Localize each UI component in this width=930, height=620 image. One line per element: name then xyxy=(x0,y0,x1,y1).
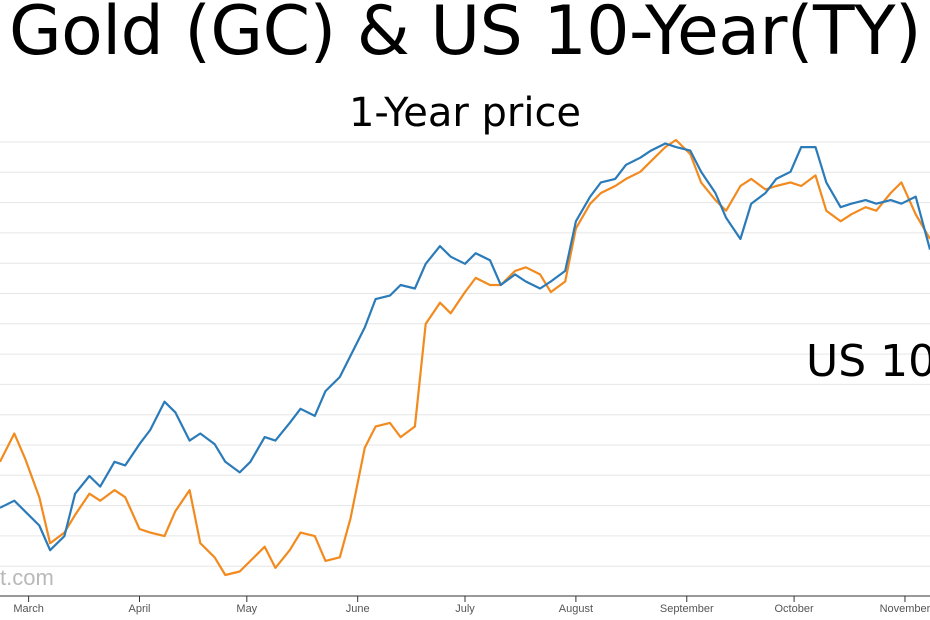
x-tick-label: June xyxy=(346,603,370,615)
x-tick-label: April xyxy=(128,603,150,615)
chart-subtitle: 1-Year price xyxy=(348,90,582,136)
x-tick-label: August xyxy=(559,603,593,615)
chart-grid xyxy=(0,141,930,567)
x-tick-label: July xyxy=(455,603,475,615)
x-tick-label: March xyxy=(13,603,44,615)
overlay-series-label: US 10 xyxy=(806,336,930,387)
x-tick-label: October xyxy=(775,603,814,615)
chart-title: Gold (GC) & US 10-Year(TY) xyxy=(8,0,922,71)
series-lines xyxy=(0,138,930,577)
series-line-orange xyxy=(0,138,930,577)
watermark-text: t.com xyxy=(0,565,54,590)
series-line-blue xyxy=(0,142,930,552)
x-axis-ticks: March April May June July August September Octo… xyxy=(13,596,930,615)
x-tick-label: May xyxy=(236,603,257,615)
x-tick-label: November xyxy=(880,603,930,615)
x-tick-label: September xyxy=(660,603,714,615)
